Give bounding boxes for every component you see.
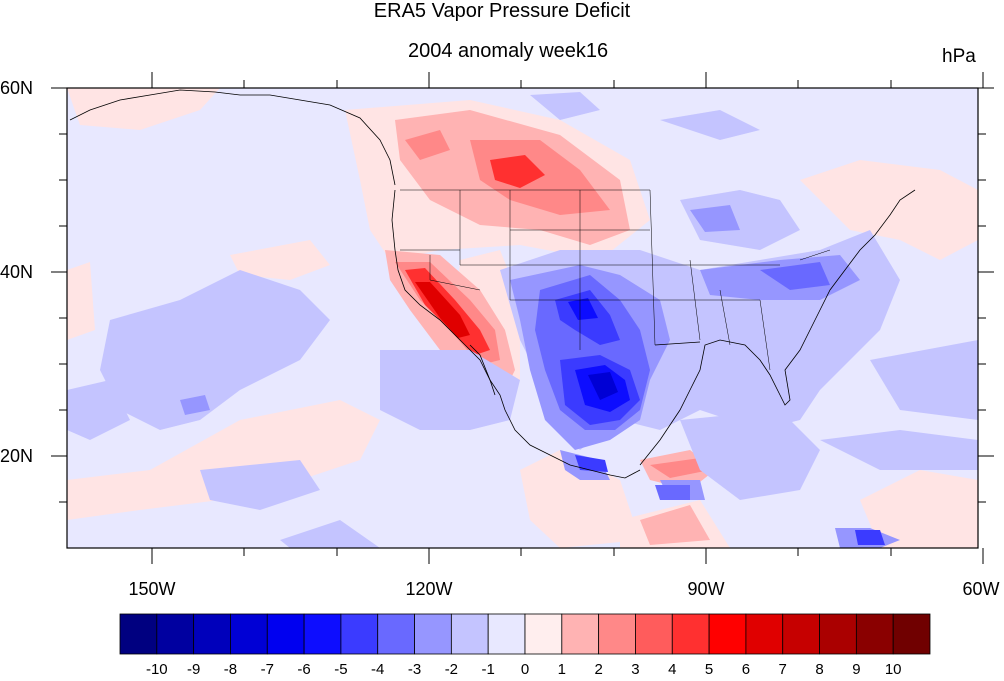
units-label: hPa [942, 46, 976, 67]
anomaly-field [67, 88, 978, 548]
colorbar-swatch [193, 613, 231, 655]
colorbar-label: 3 [631, 661, 639, 678]
colorbar-swatch [892, 613, 931, 655]
lon-label-90w: 90W [687, 579, 724, 599]
colorbar-swatch [708, 613, 747, 655]
colorbar-swatch [340, 613, 379, 655]
colorbar-swatch [855, 613, 894, 655]
colorbar-label: -3 [408, 661, 421, 678]
colorbar-label: 7 [779, 661, 787, 678]
colorbar-label: 4 [668, 661, 676, 678]
colorbar-swatch [745, 613, 784, 655]
map-subtitle: 2004 anomaly week16 [408, 40, 609, 62]
lat-label-40n: 40N [0, 262, 33, 282]
colorbar-swatch [598, 613, 636, 655]
colorbar-label: 9 [852, 661, 860, 678]
state-borders [400, 189, 831, 371]
colorbar-swatch [414, 613, 452, 655]
colorbar-swatch [782, 613, 820, 655]
colorbar-swatch [450, 613, 489, 655]
coastlines [69, 89, 916, 479]
colorbar-label: 2 [594, 661, 602, 678]
lon-label-60w: 60W [962, 579, 999, 599]
colorbar-swatch [635, 613, 673, 655]
colorbar-label: -2 [445, 661, 458, 678]
lon-label-150w: 150W [128, 579, 175, 599]
colorbar-label: -9 [187, 661, 200, 678]
lat-label-60n: 60N [0, 78, 33, 98]
colorbar-swatch [487, 613, 526, 655]
colorbar-label: -1 [482, 661, 495, 678]
colorbar-swatch [819, 613, 857, 655]
colorbar: -10 -9 -8 -7 -6 -5 -4 -3 -2 -1 0 1 2 3 4 5 6 7 8 9 10 [119, 613, 931, 678]
colorbar-label: 8 [815, 661, 823, 678]
colorbar-swatch [119, 613, 158, 655]
colorbar-swatch [266, 613, 305, 655]
colorbar-swatch [671, 613, 710, 655]
colorbar-swatch [377, 613, 415, 655]
lon-label-120w: 120W [405, 579, 452, 599]
colorbar-label: -7 [261, 661, 274, 678]
colorbar-swatch [303, 613, 342, 655]
axis-ticks [51, 72, 994, 564]
colorbar-label: 0 [521, 661, 529, 678]
map-title: ERA5 Vapor Pressure Deficit [373, 0, 631, 22]
colorbar-label: 1 [558, 661, 566, 678]
colorbar-label: -4 [371, 661, 384, 678]
colorbar-label: -10 [146, 661, 168, 678]
lat-label-20n: 20N [0, 446, 33, 466]
colorbar-swatch [230, 613, 268, 655]
colorbar-swatch [561, 613, 600, 655]
colorbar-label: -8 [224, 661, 237, 678]
colorbar-label: 5 [705, 661, 713, 678]
colorbar-label: -6 [297, 661, 310, 678]
colorbar-label: 10 [885, 661, 902, 678]
colorbar-label: -5 [334, 661, 347, 678]
colorbar-label: 6 [742, 661, 750, 678]
colorbar-swatch [524, 613, 563, 655]
colorbar-swatch [156, 613, 195, 655]
